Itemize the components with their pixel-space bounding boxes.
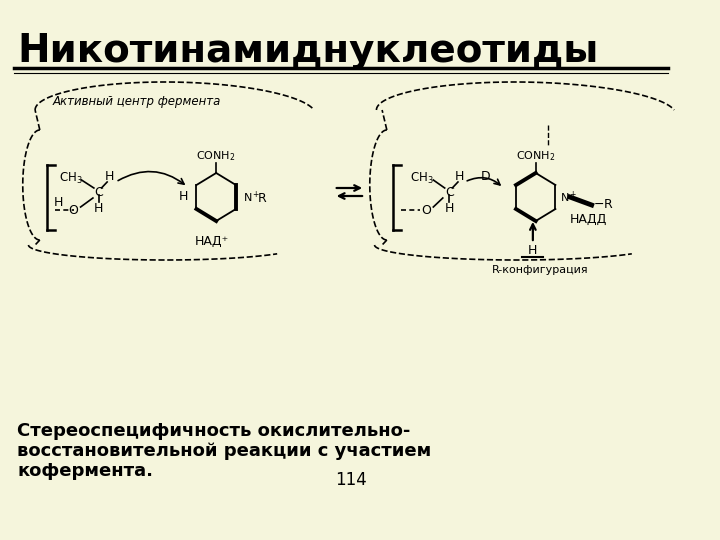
Text: кофермента.: кофермента. — [17, 462, 153, 480]
Text: НАДД: НАДД — [570, 213, 607, 226]
Text: $\mathregular{CH_3}$: $\mathregular{CH_3}$ — [410, 171, 433, 186]
Text: Никотинамиднуклеотиды: Никотинамиднуклеотиды — [17, 32, 598, 70]
Text: H: H — [445, 201, 454, 214]
Text: Стереоспецифичность окислительно-: Стереоспецифичность окислительно- — [17, 422, 410, 440]
Text: $\mathregular{N^+}$: $\mathregular{N^+}$ — [560, 190, 578, 205]
Text: $\mathregular{CONH_2}$: $\mathregular{CONH_2}$ — [197, 149, 236, 163]
Text: 114: 114 — [335, 471, 366, 489]
Text: H: H — [104, 171, 114, 184]
Text: H: H — [455, 171, 464, 184]
Text: $-$R: $-$R — [593, 199, 613, 212]
Text: H: H — [94, 201, 103, 214]
Text: НАД⁺: НАД⁺ — [194, 234, 228, 247]
Text: R-конфигурация: R-конфигурация — [492, 265, 589, 275]
Text: H: H — [54, 195, 63, 208]
Text: R: R — [258, 192, 266, 206]
Text: H: H — [528, 245, 538, 258]
Text: $\mathregular{CONH_2}$: $\mathregular{CONH_2}$ — [516, 149, 555, 163]
Text: D: D — [481, 170, 490, 183]
Text: C: C — [445, 186, 454, 199]
Text: восстановительной реакции с участием: восстановительной реакции с участием — [17, 442, 431, 460]
Text: $\mathregular{N^+}$: $\mathregular{N^+}$ — [243, 190, 261, 205]
Text: O: O — [68, 204, 78, 217]
Text: H: H — [179, 191, 188, 204]
Text: O: O — [422, 204, 431, 217]
Text: $\mathregular{CH_3}$: $\mathregular{CH_3}$ — [59, 171, 83, 186]
Text: Активный центр фермента: Активный центр фермента — [52, 95, 220, 108]
Text: C: C — [94, 186, 103, 199]
